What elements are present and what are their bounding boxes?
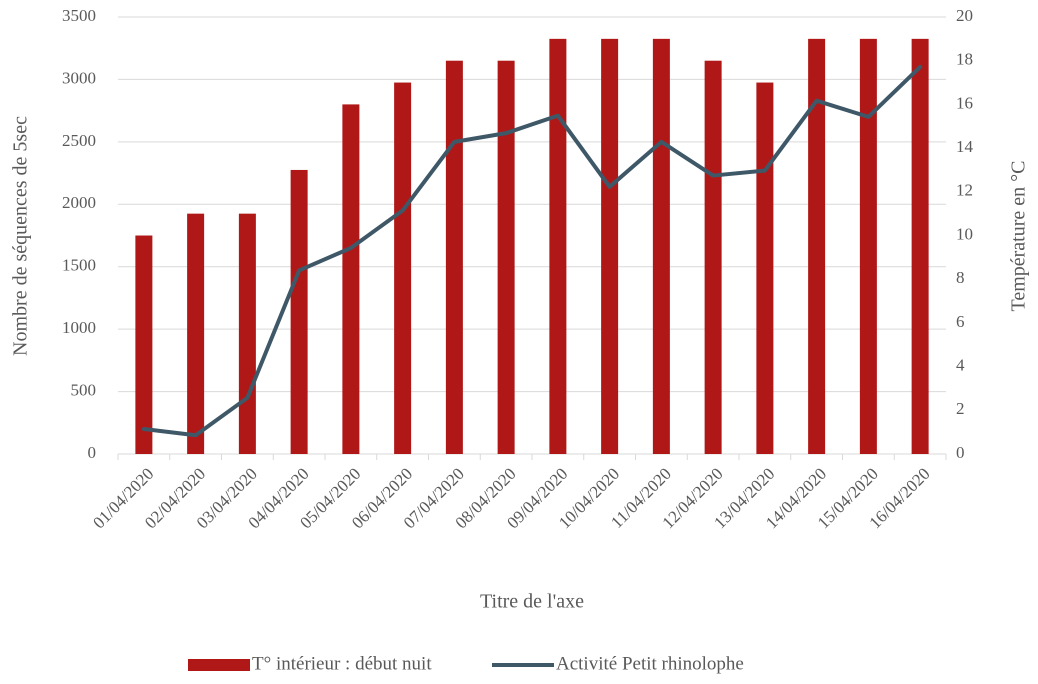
- legend-label: Activité Petit rhinolophe: [556, 653, 744, 674]
- bar: [445, 60, 463, 454]
- y-tick-label: 1500: [62, 256, 96, 275]
- y-tick-label: 2000: [62, 193, 96, 212]
- y-tick-label: 2500: [62, 131, 96, 150]
- y2-tick-label: 18: [956, 50, 973, 69]
- y-tick-label: 1000: [62, 318, 96, 337]
- bar: [342, 104, 360, 455]
- bar: [238, 213, 256, 454]
- y-tick-label: 3500: [62, 6, 96, 25]
- y2-tick-label: 12: [956, 181, 973, 200]
- y2-tick-label: 10: [956, 224, 973, 243]
- bar: [135, 235, 153, 454]
- y2-tick-label: 6: [956, 312, 965, 331]
- legend-swatch: [188, 659, 250, 671]
- bar: [911, 38, 929, 454]
- bar: [808, 38, 826, 454]
- bar: [290, 169, 308, 454]
- y2-tick-label: 20: [956, 6, 973, 25]
- y2-axis-title: Température en °C: [1008, 161, 1030, 312]
- legend-label: T° intérieur : début nuit: [252, 653, 432, 674]
- y2-tick-label: 2: [956, 399, 965, 418]
- y-tick-label: 500: [71, 380, 97, 399]
- line: [141, 64, 923, 438]
- bar: [187, 213, 205, 454]
- y-tick-label: 3000: [62, 68, 96, 87]
- bar: [497, 60, 515, 454]
- bar: [549, 38, 567, 454]
- y2-tick-label: 14: [956, 137, 974, 156]
- y2-tick-label: 8: [956, 268, 965, 287]
- bar: [652, 38, 670, 454]
- x-axis-title: Titre de l'axe: [480, 591, 584, 613]
- y2-tick-label: 0: [956, 443, 965, 462]
- bar: [859, 38, 877, 454]
- bar: [704, 60, 722, 454]
- bar: [394, 82, 412, 455]
- y2-tick-label: 16: [956, 93, 973, 112]
- y-tick-label: 0: [88, 443, 97, 462]
- bar: [756, 82, 774, 455]
- y2-tick-label: 4: [956, 356, 965, 375]
- y-axis-title: Nombre de séquences de 5sec: [10, 116, 32, 356]
- bar: [601, 38, 619, 454]
